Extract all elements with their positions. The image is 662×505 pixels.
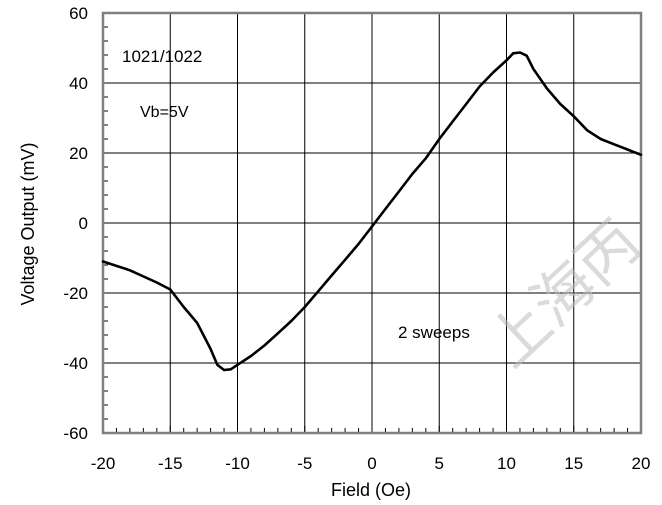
y-tick-label-1: -40: [63, 354, 88, 373]
annotation-sweeps: 2 sweeps: [398, 323, 470, 342]
x-tick-label-4: 0: [367, 454, 376, 473]
watermark-text: 上海丙: [475, 208, 652, 380]
annotation-device-id: 1021/1022: [122, 47, 202, 66]
x-tick-labels: -20 -15 -10 -5 0 5 10 15 20: [91, 454, 651, 473]
y-tick-label-6: 60: [69, 4, 88, 23]
grid-lines: [103, 13, 641, 433]
y-tick-label-4: 20: [69, 144, 88, 163]
x-tick-label-6: 10: [497, 454, 516, 473]
y-tick-labels: -60 -40 -20 0 20 40 60: [63, 4, 88, 443]
x-tick-label-0: -20: [91, 454, 116, 473]
y-tick-label-2: -20: [63, 284, 88, 303]
x-tick-label-3: -5: [297, 454, 312, 473]
y-tick-label-0: -60: [63, 424, 88, 443]
plot-frame: [101, 11, 643, 435]
x-tick-label-1: -15: [158, 454, 183, 473]
x-tick-label-2: -10: [225, 454, 250, 473]
x-tick-label-8: 20: [632, 454, 651, 473]
series-line: [101, 51, 643, 372]
x-tick-label-7: 15: [564, 454, 583, 473]
x-axis-title: Field (Oe): [331, 480, 411, 500]
x-tick-label-5: 5: [435, 454, 444, 473]
y-axis-title: Voltage Output (mV): [18, 142, 38, 305]
y-tick-label-3: 0: [79, 214, 88, 233]
annotation-bias-voltage: Vb=5V: [140, 104, 189, 121]
y-tick-label-5: 40: [69, 74, 88, 93]
